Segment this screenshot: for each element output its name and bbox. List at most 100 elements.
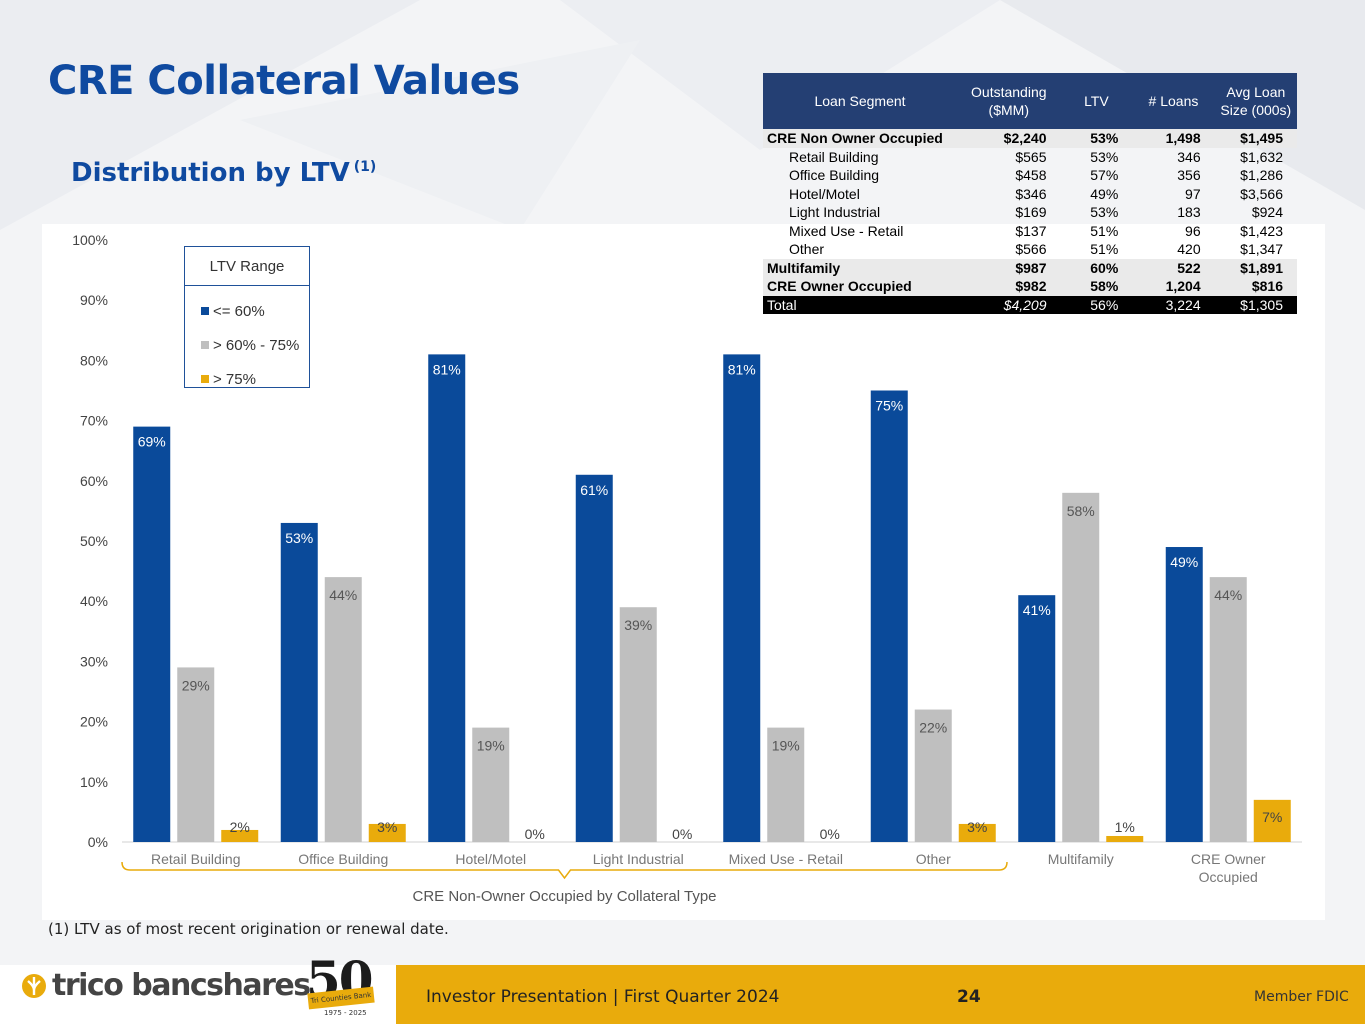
table-row: Office Building $458 57% 356 $1,286 <box>763 166 1297 185</box>
header-ltv: LTV <box>1060 73 1133 129</box>
y-tick-label: 60% <box>80 473 108 489</box>
data-label: 29% <box>182 677 210 693</box>
table-cell-segment: Retail Building <box>789 148 879 165</box>
bar-1 <box>1209 577 1247 842</box>
table-cell-value: $1,891 <box>1214 258 1297 277</box>
data-label: 22% <box>919 720 947 736</box>
table-cell-value: 53% <box>1090 204 1119 221</box>
header-avg-loan-size: Avg Loan Size (000s) <box>1214 73 1297 129</box>
data-label: 2% <box>230 819 250 835</box>
bar-2 <box>1253 799 1291 842</box>
table-cell-segment: CRE Owner Occupied <box>763 277 958 296</box>
legend-item: > 75% <box>185 362 309 396</box>
table-cell-value: $1,632 <box>1240 148 1283 165</box>
page-number: 24 <box>957 987 981 1007</box>
table-cell-value: 346 <box>1177 148 1201 165</box>
table-cell-value: 53% <box>1090 148 1119 165</box>
bar-0 <box>280 522 318 842</box>
bar-1 <box>177 667 215 842</box>
bar-0 <box>428 354 466 842</box>
data-label: 81% <box>728 361 756 377</box>
legend-title: LTV Range <box>184 246 310 286</box>
data-label: 0% <box>820 826 840 842</box>
data-label: 3% <box>967 819 987 835</box>
table-row: Other $566 51% 420 $1,347 <box>763 240 1297 259</box>
data-label: 7% <box>1262 809 1282 825</box>
table-cell-value: $1,305 <box>1214 295 1297 314</box>
table-cell-value: $137 <box>1015 222 1047 239</box>
table-cell-value: $816 <box>1214 277 1297 296</box>
table-cell-value: $458 <box>1015 167 1047 184</box>
footer-band <box>396 965 1365 1024</box>
bar-0 <box>575 474 613 842</box>
data-label: 1% <box>1115 819 1135 835</box>
legend-label: > 60% - 75% <box>213 336 300 354</box>
table-cell-value: $566 <box>1015 241 1047 258</box>
legend-label: > 75% <box>213 370 256 388</box>
bar-2 <box>368 823 406 842</box>
bar-1 <box>767 727 805 842</box>
y-tick-label: 30% <box>80 653 108 669</box>
x-tick-label: Multifamily <box>1048 851 1114 867</box>
bar-1 <box>914 709 952 842</box>
group-bracket <box>121 861 1008 880</box>
table-cell-value: 51% <box>1090 241 1119 258</box>
table-cell-value: 1,498 <box>1132 129 1215 148</box>
data-label: 19% <box>772 738 800 754</box>
subtitle-footnote-marker: (1) <box>353 159 377 175</box>
table-cell-value: 60% <box>1060 258 1133 277</box>
table-body: CRE Non Owner Occupied $2,240 53% 1,498 $1,4… <box>763 129 1297 314</box>
data-label: 61% <box>580 482 608 498</box>
table-row: Hotel/Motel $346 49% 97 $3,566 <box>763 185 1297 204</box>
chart-legend: LTV Range <= 60% > 60% - 75% > 75% <box>184 246 310 390</box>
table-cell-value: $924 <box>1251 204 1283 221</box>
table-cell-segment: Multifamily <box>763 258 958 277</box>
legend-item: > 60% - 75% <box>185 328 309 362</box>
header-loan-segment: Loan Segment <box>763 73 958 129</box>
data-label: 69% <box>138 434 166 450</box>
header-num-loans: # Loans <box>1132 73 1215 129</box>
table-cell-value: 49% <box>1090 185 1119 202</box>
bar-0 <box>1018 595 1056 842</box>
bar-1 <box>1062 492 1100 842</box>
table-cell-segment: Light Industrial <box>789 204 881 221</box>
data-label: 0% <box>672 826 692 842</box>
legend-item: <= 60% <box>185 294 309 328</box>
table-row: Mixed Use - Retail $137 51% 96 $1,423 <box>763 222 1297 241</box>
table-cell-value: 97 <box>1185 185 1201 202</box>
y-tick-label: 100% <box>72 232 108 248</box>
bar-0 <box>723 354 761 842</box>
data-label: 0% <box>525 826 545 842</box>
y-tick-label: 50% <box>80 533 108 549</box>
table-cell-value: 58% <box>1060 277 1133 296</box>
data-label: 44% <box>1214 587 1242 603</box>
bar-0 <box>1165 547 1203 842</box>
header-outstanding: Outstanding ($MM) <box>957 73 1061 129</box>
x-tick-label: Hotel/Motel <box>455 851 526 867</box>
data-label: 81% <box>433 361 461 377</box>
legend-body: <= 60% > 60% - 75% > 75% <box>184 286 310 388</box>
x-tick-label: Mixed Use - Retail <box>729 851 843 867</box>
table-cell-value: 420 <box>1177 241 1201 258</box>
table-header-row: Loan Segment Outstanding ($MM) LTV # Loa… <box>763 73 1297 129</box>
table-cell-value: $3,566 <box>1240 185 1283 202</box>
table-cell-value: 1,204 <box>1132 277 1215 296</box>
anniversary-years: 1975 - 2025 <box>324 1009 367 1017</box>
y-tick-label: 70% <box>80 413 108 429</box>
table-cell-value: 51% <box>1090 222 1119 239</box>
bar-2 <box>221 829 259 842</box>
table-cell-value: $1,347 <box>1240 241 1283 258</box>
table-cell-value: $2,240 <box>957 129 1061 148</box>
table-cell-segment: CRE Non Owner Occupied <box>763 129 958 148</box>
bar-0 <box>870 390 908 842</box>
table-cell-segment: Hotel/Motel <box>789 185 860 202</box>
footnote: (1) LTV as of most recent origination or… <box>48 920 449 938</box>
table-row: Light Industrial $169 53% 183 $924 <box>763 203 1297 222</box>
table-cell-segment: Total <box>763 295 958 314</box>
table-cell-value: $1,286 <box>1240 167 1283 184</box>
data-label: 44% <box>329 587 357 603</box>
wheat-icon <box>22 973 46 998</box>
table-cell-segment: Mixed Use - Retail <box>789 222 904 239</box>
table-cell-value: $169 <box>1015 204 1047 221</box>
bar-1 <box>619 607 657 842</box>
